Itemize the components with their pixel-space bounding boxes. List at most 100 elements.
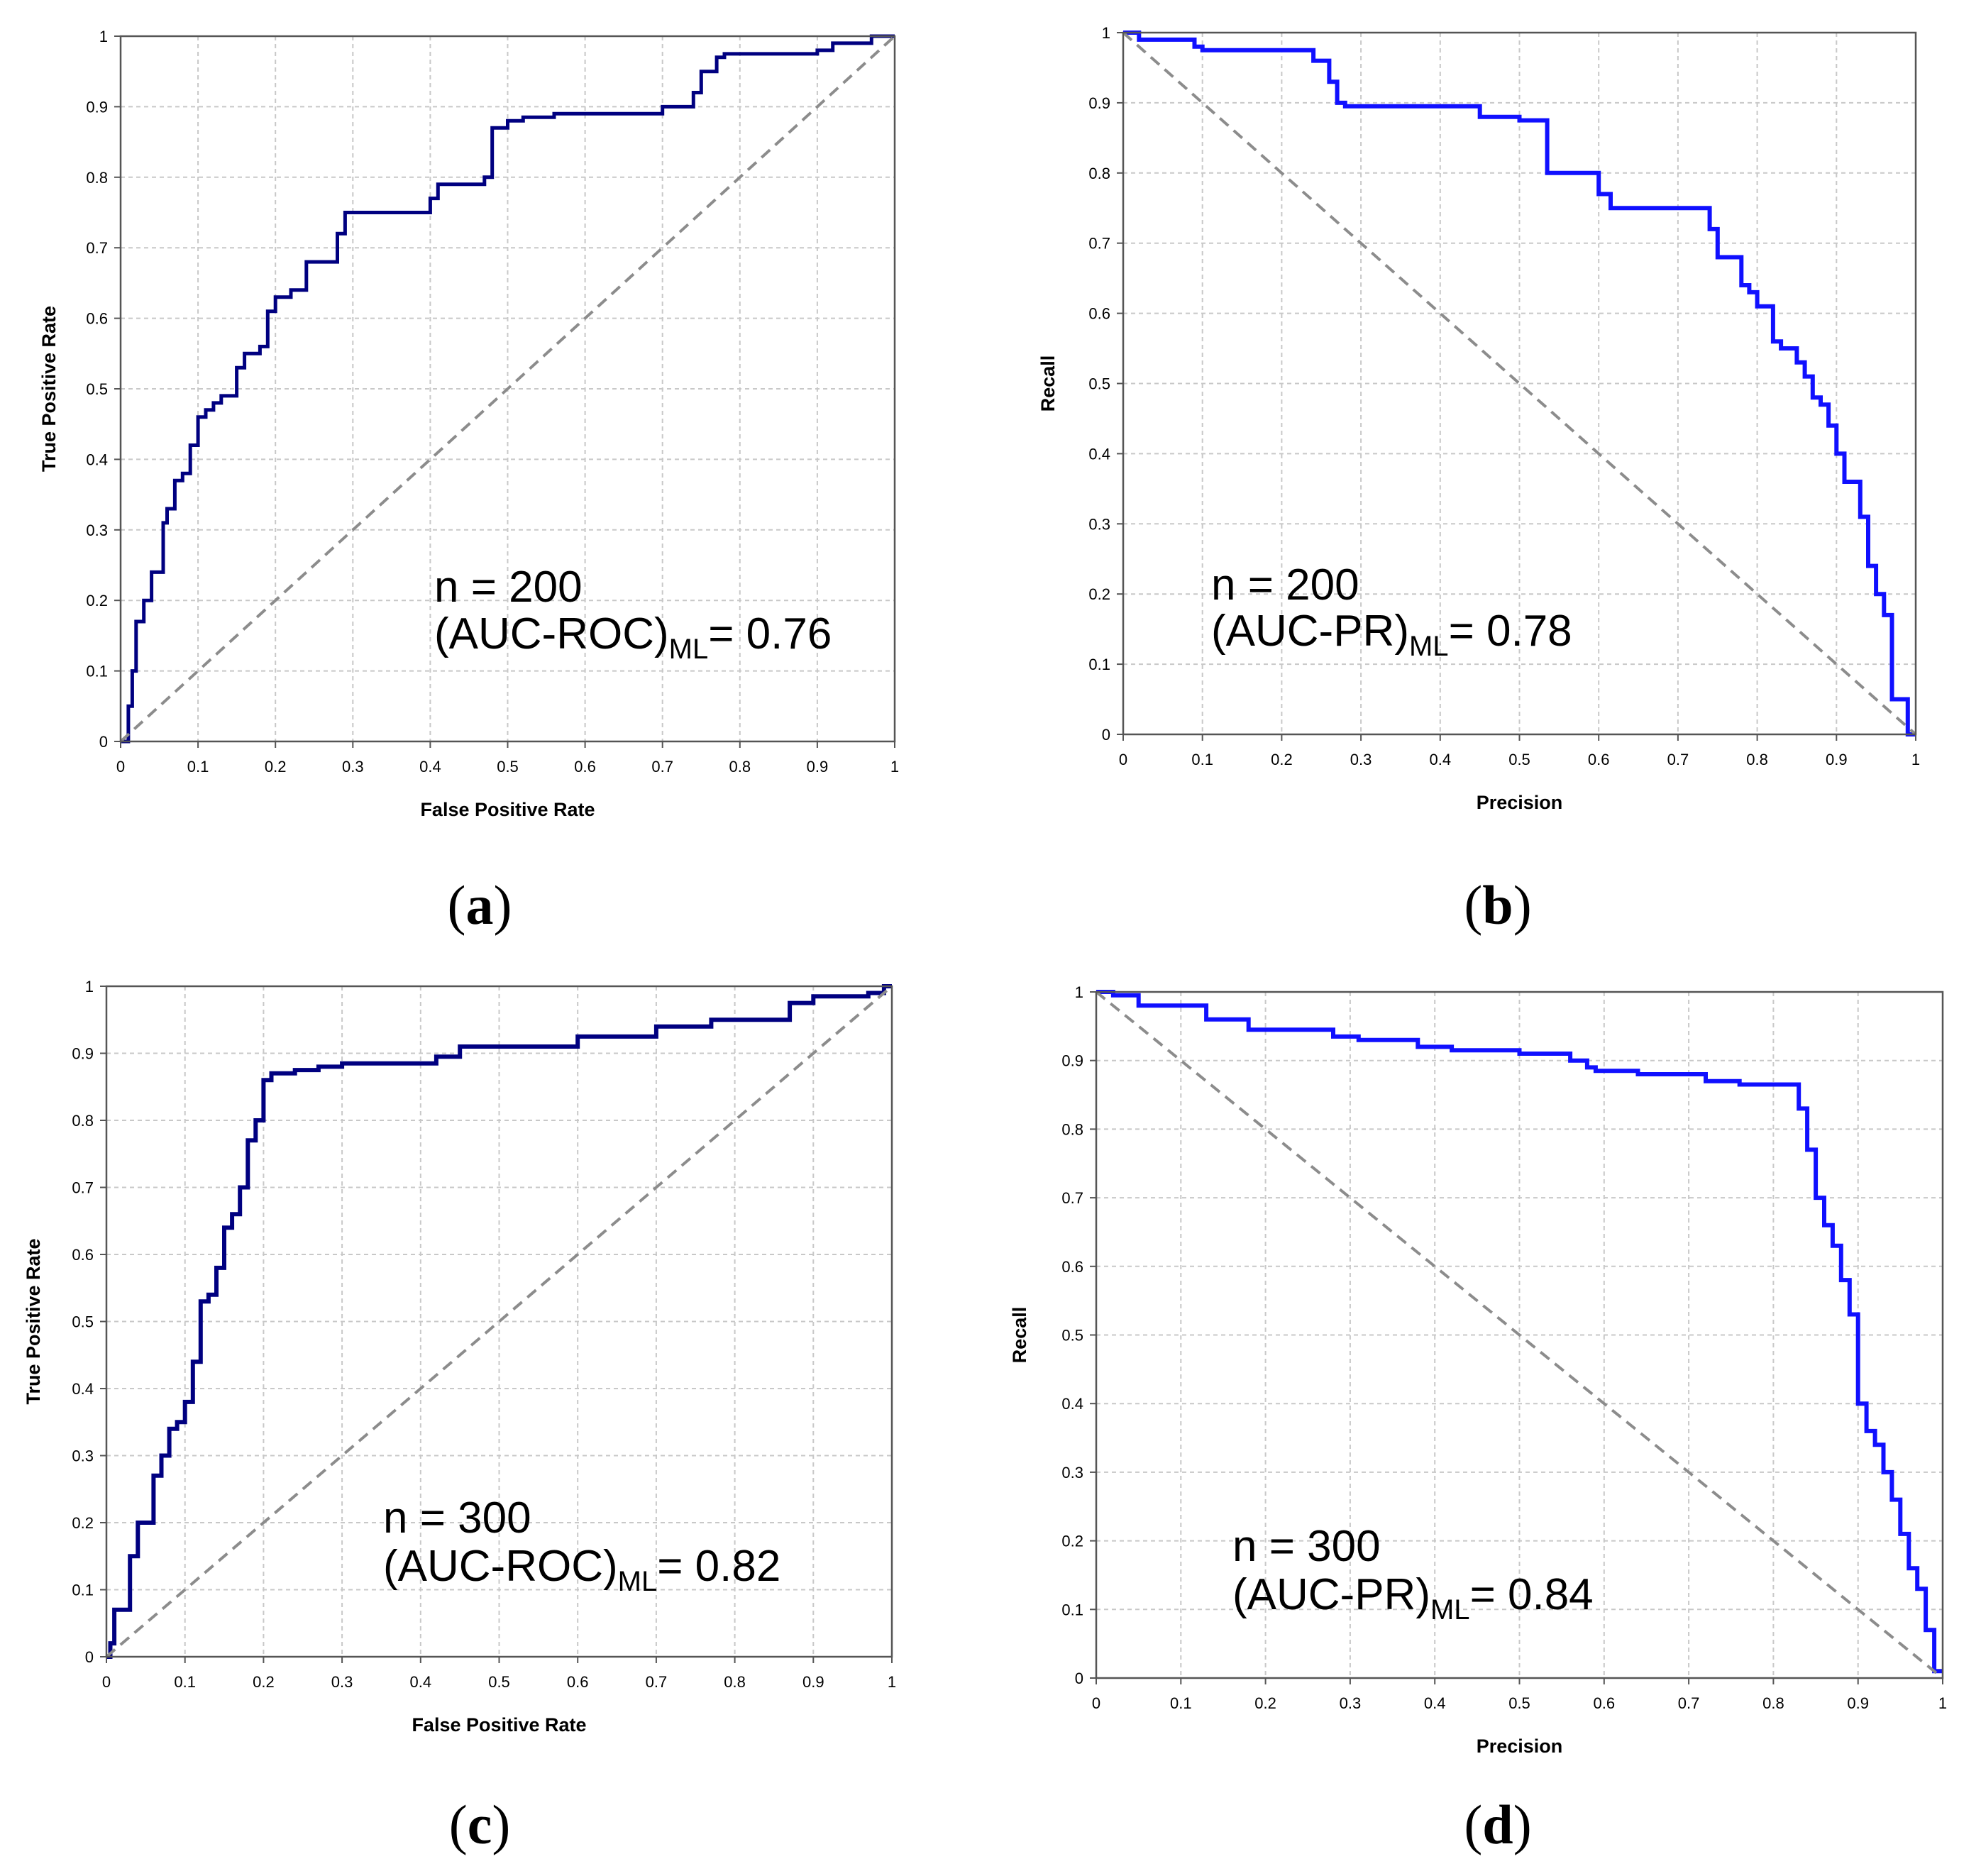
y-tick-label: 0.9 bbox=[86, 98, 108, 116]
y-tick-label: 0.7 bbox=[1088, 235, 1110, 253]
x-tick-label: 1 bbox=[890, 758, 899, 776]
panel-b-pr-chart: 0 0.1 0.2 0.3 0.4 0.5 0.6 0.7 0.8 0.9 1 0 0.1 0.2 0.3 0… bbox=[1037, 24, 1920, 813]
x-tick-label: 1 bbox=[1938, 1694, 1947, 1712]
x-tick-label: 0 bbox=[1119, 751, 1127, 768]
x-tick-label: 0.5 bbox=[488, 1673, 510, 1691]
annotation-sample-size: n = 200 bbox=[434, 563, 583, 612]
y-tick-label: 0.7 bbox=[72, 1179, 94, 1197]
y-tick-label: 0.4 bbox=[1088, 445, 1110, 463]
x-tick-label: 0 bbox=[1092, 1694, 1100, 1712]
annotation-subscript: ML bbox=[1409, 631, 1449, 662]
x-tick-label: 0.7 bbox=[651, 758, 673, 776]
x-tick-label: 0.8 bbox=[1762, 1694, 1784, 1712]
annotation-auc-value: = 0.78 bbox=[1449, 607, 1572, 656]
y-tick-label: 0.5 bbox=[1061, 1327, 1083, 1345]
diagonal-reference-line bbox=[119, 35, 896, 743]
annotation-auc: (AUC-PR)ML= 0.84 bbox=[1232, 1570, 1594, 1626]
x-axis-title: False Positive Rate bbox=[420, 799, 595, 820]
x-tick-label: 0.1 bbox=[1191, 751, 1213, 768]
annotation-subscript: ML bbox=[618, 1566, 658, 1597]
annotation-auc-label: (AUC-ROC) bbox=[434, 609, 669, 658]
annotation-subscript: ML bbox=[1430, 1594, 1470, 1626]
curve-line bbox=[121, 34, 895, 744]
x-tick-label: 0.9 bbox=[1826, 751, 1848, 768]
y-axis-title: Recall bbox=[1009, 1307, 1030, 1364]
x-tick-label: 0 bbox=[102, 1673, 111, 1691]
y-tick-label: 0.5 bbox=[86, 380, 108, 398]
annotation-auc: (AUC-ROC)ML= 0.76 bbox=[434, 609, 832, 665]
x-axis-title: Precision bbox=[1477, 792, 1563, 813]
y-tick-label: 0.3 bbox=[1088, 515, 1110, 533]
y-tick-label: 0.6 bbox=[1061, 1258, 1083, 1276]
x-tick-label: 0.8 bbox=[729, 758, 751, 776]
x-tick-label: 0.3 bbox=[1350, 751, 1372, 768]
annotation-sample-size: n = 200 bbox=[1211, 561, 1359, 609]
y-tick-label: 0.8 bbox=[72, 1112, 94, 1130]
y-tick-label: 0.1 bbox=[1061, 1601, 1083, 1618]
y-tick-label: 0.2 bbox=[1088, 585, 1110, 603]
y-tick-label: 0.4 bbox=[1061, 1395, 1083, 1413]
x-tick-label: 0.2 bbox=[1271, 751, 1293, 768]
y-tick-label: 0.9 bbox=[72, 1045, 94, 1063]
y-tick-label: 0.4 bbox=[86, 451, 108, 468]
y-tick-label: 0.2 bbox=[86, 592, 108, 609]
annotation-auc-value: = 0.84 bbox=[1470, 1570, 1594, 1619]
y-tick-label: 0.1 bbox=[86, 663, 108, 680]
x-tick-label: 0.5 bbox=[1508, 1694, 1530, 1712]
y-tick-label: 0 bbox=[85, 1648, 94, 1666]
x-tick-label: 0.5 bbox=[497, 758, 519, 776]
y-tick-label: 1 bbox=[85, 978, 94, 995]
panel-label-b: (b) bbox=[1464, 874, 1531, 936]
y-tick-label: 0.6 bbox=[86, 310, 108, 328]
y-tick-label: 0.3 bbox=[86, 522, 108, 539]
y-tick-label: 0.2 bbox=[1061, 1533, 1083, 1550]
x-tick-label: 1 bbox=[888, 1673, 896, 1691]
annotation-auc-label: (AUC-ROC) bbox=[383, 1542, 618, 1591]
x-tick-label: 0.6 bbox=[574, 758, 596, 776]
annotation-sample-size: n = 300 bbox=[1232, 1522, 1381, 1571]
annotation-auc-value: = 0.76 bbox=[708, 609, 832, 658]
x-tick-label: 0.5 bbox=[1508, 751, 1530, 768]
y-axis-title: Recall bbox=[1037, 355, 1059, 412]
x-axis-title: False Positive Rate bbox=[412, 1714, 586, 1736]
y-tick-label: 1 bbox=[99, 28, 108, 45]
x-tick-label: 0.2 bbox=[265, 758, 287, 776]
y-tick-label: 0 bbox=[1075, 1670, 1083, 1687]
y-tick-label: 0.8 bbox=[86, 169, 108, 187]
x-tick-label: 0.1 bbox=[187, 758, 209, 776]
y-tick-label: 0.5 bbox=[1088, 375, 1110, 393]
y-tick-label: 0.3 bbox=[72, 1447, 94, 1465]
x-tick-label: 0.4 bbox=[1424, 1694, 1446, 1712]
annotation-auc-label: (AUC-PR) bbox=[1232, 1570, 1430, 1619]
y-tick-label: 0.6 bbox=[1088, 305, 1110, 323]
y-tick-label: 0.1 bbox=[72, 1582, 94, 1599]
x-tick-label: 0.9 bbox=[1847, 1694, 1869, 1712]
panel-label-d: (d) bbox=[1464, 1794, 1531, 1855]
x-tick-label: 0.9 bbox=[807, 758, 829, 776]
x-tick-label: 0.1 bbox=[1170, 1694, 1192, 1712]
panel-label-a: (a) bbox=[448, 874, 512, 936]
x-tick-label: 1 bbox=[1911, 751, 1920, 768]
y-tick-label: 1 bbox=[1102, 24, 1110, 42]
y-axis-title: True Positive Rate bbox=[38, 306, 60, 472]
y-tick-label: 0.8 bbox=[1061, 1120, 1083, 1138]
annotation-auc: (AUC-ROC)ML= 0.82 bbox=[383, 1542, 780, 1597]
curve-line bbox=[1096, 990, 1943, 1674]
x-tick-label: 0 bbox=[116, 758, 125, 776]
diagonal-reference-line bbox=[1122, 31, 1917, 736]
panel-d-pr-chart: 0 0.1 0.2 0.3 0.4 0.5 0.6 0.7 0.8 0.9 1 0 0.1 0.2 0.3 0… bbox=[1009, 983, 1947, 1757]
y-tick-label: 0.3 bbox=[1061, 1464, 1083, 1482]
x-tick-label: 0.4 bbox=[1430, 751, 1452, 768]
x-tick-label: 0.2 bbox=[1254, 1694, 1276, 1712]
y-tick-label: 0.7 bbox=[1061, 1189, 1083, 1207]
diagonal-reference-line bbox=[105, 985, 893, 1658]
y-tick-label: 0.5 bbox=[72, 1313, 94, 1331]
x-tick-label: 0.6 bbox=[1588, 751, 1610, 768]
y-tick-label: 0 bbox=[1102, 726, 1110, 744]
x-tick-label: 0.8 bbox=[724, 1673, 746, 1691]
y-tick-label: 0.8 bbox=[1088, 165, 1110, 182]
x-tick-label: 0.4 bbox=[410, 1673, 432, 1691]
y-tick-label: 0.6 bbox=[72, 1246, 94, 1264]
